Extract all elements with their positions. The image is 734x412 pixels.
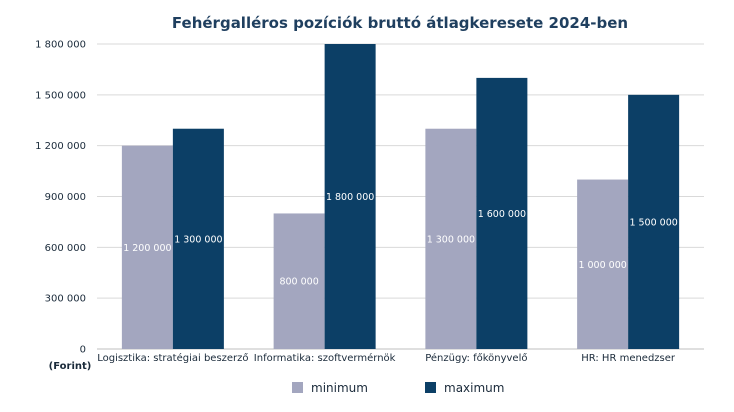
y-tick-label: 1 200 000 (35, 141, 86, 152)
y-tick-label: 1 800 000 (35, 40, 86, 51)
chart-title: Fehérgalléros pozíciók bruttó átlagkeres… (172, 14, 628, 32)
y-tick-label: 300 000 (45, 294, 86, 305)
y-axis-ticks: 0 300 000 600 000 900 000 1 200 000 1 500 000… (35, 40, 86, 356)
category-label: HR: HR menedzser (581, 353, 676, 364)
category-label: Pénzügy: főkönyvelő (425, 352, 527, 364)
legend-label-minimum: minimum (311, 381, 368, 395)
y-tick-label: 1 500 000 (35, 90, 86, 101)
data-label: 1 500 000 (629, 217, 677, 228)
y-unit-label: (Forint) (49, 361, 92, 372)
legend-swatch-minimum (292, 382, 303, 393)
category-label: Logisztika: stratégiai beszerző (97, 352, 248, 364)
x-axis-categories: Logisztika: stratégiai beszerző Informati… (97, 352, 676, 364)
legend-swatch-maximum (425, 382, 436, 393)
legend: minimum maximum (292, 381, 504, 395)
bar-minimum (273, 213, 325, 349)
data-label: 800 000 (279, 277, 318, 288)
bar-maximum (172, 128, 224, 349)
y-tick-label: 600 000 (45, 243, 86, 254)
data-label: 1 300 000 (427, 234, 475, 245)
category-label: Informatika: szoftvermérnök (254, 352, 396, 364)
data-label: 1 000 000 (578, 260, 626, 271)
bar-minimum (577, 179, 629, 349)
bar-minimum (425, 128, 477, 349)
data-label: 1 800 000 (326, 192, 374, 203)
y-tick-label: 0 (80, 345, 86, 356)
legend-label-maximum: maximum (444, 381, 504, 395)
bar-minimum (121, 145, 173, 349)
bar-maximum (476, 77, 528, 349)
bars (121, 44, 680, 349)
bar-maximum (628, 94, 680, 349)
data-label: 1 600 000 (478, 209, 526, 220)
data-label: 1 200 000 (123, 243, 171, 254)
y-tick-label: 900 000 (45, 192, 86, 203)
data-label: 1 300 000 (174, 234, 222, 245)
bar-maximum (324, 44, 376, 349)
